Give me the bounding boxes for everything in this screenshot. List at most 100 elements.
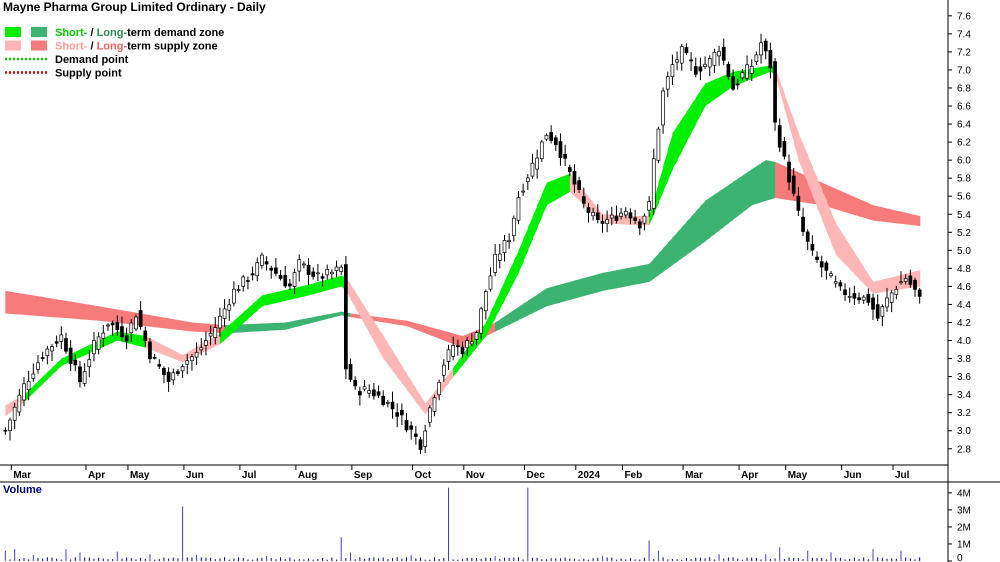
short-term-zone-demand-segment (33, 381, 39, 393)
price-bar-body (623, 210, 628, 216)
price-bar-body (759, 42, 763, 56)
price-bar-body (418, 439, 423, 450)
short-term-zone-demand-segment (79, 347, 86, 358)
price-bar-body (857, 297, 861, 301)
price-bar-body (689, 59, 693, 62)
long-term-zone-supply-segment (448, 332, 454, 345)
short-term-zone-supply-segment (821, 189, 827, 232)
short-term-zone-demand-segment (681, 111, 688, 152)
long-term-zone-demand-segment (644, 263, 650, 283)
price-bar-body (446, 349, 451, 362)
long-term-zone-supply-segment (415, 323, 422, 332)
price-bar-body (157, 364, 162, 367)
long-term-zone-supply-segment (19, 293, 25, 315)
long-term-zone-demand-segment (331, 312, 338, 318)
price-bar-body (563, 154, 567, 159)
long-term-zone-supply-segment (387, 318, 394, 324)
long-term-zone-demand-segment (765, 160, 771, 201)
price-bar-body (110, 322, 115, 326)
long-term-zone-supply-segment (882, 207, 888, 223)
short-term-zone-supply-segment (415, 388, 422, 409)
short-term-zone-supply-segment (798, 133, 804, 172)
long-term-zone-supply-segment (51, 298, 58, 318)
price-bar-body (530, 162, 535, 177)
time-tick-label: Apr (741, 470, 758, 481)
price-bar-body (810, 244, 815, 251)
long-term-zone-demand-segment (672, 232, 678, 265)
long-term-zone-supply-segment (905, 212, 911, 225)
short-term-zone-demand-segment (546, 180, 552, 206)
price-tick-label: 6.8 (957, 83, 971, 94)
price-bar-body (292, 272, 297, 287)
long-term-zone-supply-segment (910, 213, 916, 226)
price-bar-body (101, 332, 106, 339)
price-bar-body (796, 195, 801, 211)
short-term-zone-demand-segment (247, 303, 254, 319)
long-term-zone-demand-segment (597, 272, 604, 293)
short-term-zone-demand-segment (84, 345, 90, 356)
price-bar-body (40, 357, 45, 359)
price-bar-body (59, 334, 64, 342)
price-bar-body (698, 66, 703, 72)
price-bar-body (204, 340, 208, 346)
price-bar-body (232, 288, 236, 304)
price-bar-body (553, 137, 558, 146)
price-bar-body (311, 271, 316, 277)
long-term-zone-demand-segment (518, 303, 524, 321)
short-term-zone-demand-segment (266, 293, 272, 306)
short-term-zone-supply-segment (583, 191, 590, 210)
short-term-zone-supply-segment (793, 120, 799, 161)
price-bar-body (367, 390, 372, 394)
long-term-zone-demand-segment (723, 184, 730, 227)
legend-swatch-short (5, 27, 21, 37)
short-term-zone-supply-segment (817, 178, 823, 220)
long-term-zone-demand-segment (663, 242, 669, 272)
price-bar-body (661, 90, 665, 126)
long-term-zone-supply-segment (411, 321, 417, 330)
short-term-zone-demand-segment (61, 356, 67, 366)
price-bar-body (605, 219, 609, 224)
long-term-zone-supply-segment (182, 320, 188, 331)
long-term-zone-supply-segment (835, 188, 841, 211)
price-bar-body (274, 267, 278, 274)
price-bar-body (502, 239, 507, 253)
long-term-zone-demand-segment (761, 160, 767, 203)
long-term-zone-supply-segment (65, 300, 72, 319)
long-term-zone-demand-segment (532, 294, 538, 314)
price-bar-body (479, 308, 484, 334)
long-term-zone-supply-segment (37, 296, 44, 317)
price-bar-body (409, 425, 414, 430)
short-term-zone-supply-segment (163, 345, 170, 357)
time-tick-label: Aug (298, 470, 317, 481)
price-bar-body (358, 391, 362, 396)
long-term-zone-supply-segment (163, 317, 170, 329)
short-term-zone-supply-segment (784, 94, 790, 126)
price-bar-body (642, 215, 647, 224)
price-bar-body (787, 161, 791, 183)
short-term-zone-demand-segment (667, 133, 674, 181)
short-term-zone-demand-segment (229, 320, 235, 336)
long-term-zone-demand-segment (635, 265, 641, 285)
short-term-zone-demand-segment (271, 292, 277, 305)
price-tick-label: 6.6 (957, 102, 971, 113)
price-bar-body (376, 391, 381, 396)
time-tick-label: Sep (354, 470, 372, 481)
long-term-zone-demand-segment (565, 281, 571, 302)
price-tick-label: 6.4 (957, 120, 971, 131)
price-bar-body (283, 274, 288, 287)
price-bar-body (82, 371, 87, 384)
price-bar-body (432, 397, 437, 412)
short-term-zone-supply-segment (868, 274, 874, 294)
short-term-zone-demand-segment (224, 324, 230, 340)
long-term-zone-supply-segment (107, 307, 114, 323)
price-tick-label: 5.4 (957, 210, 971, 221)
short-term-zone-demand-segment (551, 179, 557, 203)
long-term-zone-supply-segment (79, 303, 86, 320)
short-term-zone-demand-segment (541, 182, 548, 217)
long-term-zone-supply-segment (868, 203, 874, 221)
price-bar-body (129, 322, 134, 334)
price-bar-body (763, 40, 768, 52)
short-term-zone-supply-segment (779, 81, 785, 109)
